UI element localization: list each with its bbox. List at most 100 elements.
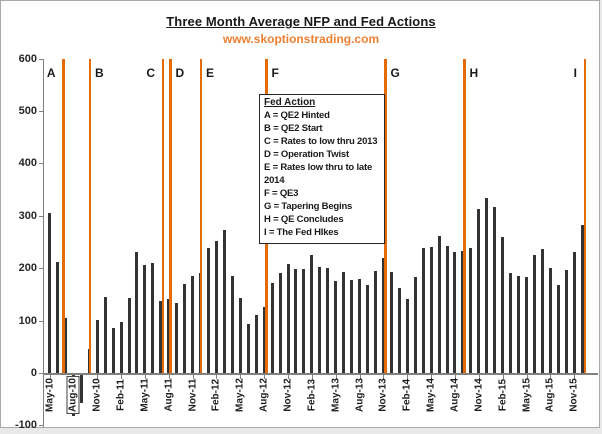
fed-action-legend: Fed Action A = QE2 Hinted B = QE2 Start C …: [259, 94, 385, 244]
y-axis-label: 300: [18, 209, 37, 222]
x-axis-tick: [407, 374, 409, 379]
x-axis-tick: [359, 374, 361, 379]
legend-item: I = The Fed HIkes: [264, 227, 339, 238]
y-axis-tick: [39, 425, 44, 427]
x-axis-tick: [97, 374, 99, 379]
fed-action-letter: G: [390, 66, 400, 80]
bar: [556, 284, 560, 373]
bar: [119, 322, 123, 373]
legend-item: E = Rates low thru to late 2014: [264, 162, 373, 186]
x-axis-tick: [574, 374, 576, 379]
chart-title: Three Month Average NFP and Fed Actions: [166, 14, 436, 29]
y-axis-tick: [39, 268, 44, 270]
x-axis-tick: [216, 374, 218, 379]
fed-action-letter: D: [175, 66, 185, 80]
bar: [485, 197, 489, 373]
x-axis-label: Nov-15: [568, 378, 580, 412]
fed-action-letter: B: [94, 66, 104, 80]
x-axis-label: Aug-13: [354, 378, 366, 412]
legend-header: Fed Action: [264, 97, 316, 108]
x-axis-label: Nov-12: [282, 378, 294, 412]
x-axis-tick: [383, 374, 385, 379]
bar: [421, 248, 425, 373]
bar: [469, 248, 473, 373]
fed-action-letter: A: [46, 66, 56, 80]
legend-item: H = QE Concludes: [264, 214, 344, 225]
bar: [246, 324, 250, 373]
x-axis-tick: [240, 374, 242, 379]
bar: [294, 269, 298, 373]
x-axis-label: Feb-11: [115, 379, 127, 411]
bar: [532, 254, 536, 373]
x-axis-label: Aug-15: [544, 378, 556, 412]
y-axis-tick: [39, 215, 44, 217]
bar: [572, 252, 576, 373]
fed-action-line: [169, 58, 172, 373]
fed-action-letter: I: [573, 66, 578, 80]
bar: [389, 271, 393, 373]
x-axis-line: [43, 373, 598, 375]
bar: [366, 285, 369, 373]
fed-action-line: [161, 58, 165, 373]
x-axis-tick: [121, 374, 123, 379]
x-axis-tick: [311, 374, 313, 379]
bar: [358, 279, 362, 373]
bar: [262, 307, 266, 373]
bar: [493, 207, 497, 373]
x-axis-label: Aug-11: [163, 378, 175, 412]
fed-action-line: [583, 58, 587, 373]
bar: [326, 267, 330, 373]
x-axis-tick: [264, 374, 266, 379]
bar: [127, 297, 131, 373]
x-axis-tick: [526, 374, 528, 379]
fed-action-line: [199, 58, 203, 373]
y-axis-tick: [39, 163, 44, 165]
legend-item: G = Tapering Begins: [264, 201, 353, 212]
bar: [302, 269, 306, 373]
y-axis-tick: [39, 58, 44, 60]
y-axis-tick: [39, 320, 44, 322]
bar: [501, 236, 505, 373]
bar: [525, 276, 528, 373]
x-axis-tick: [288, 374, 289, 379]
bar: [445, 246, 449, 373]
legend-item: D = Operation Twist: [264, 149, 349, 160]
y-axis-label: 500: [18, 104, 37, 117]
fed-action-letter: C: [146, 66, 156, 80]
bar: [334, 280, 338, 373]
bar: [540, 249, 544, 373]
x-axis-tick: [502, 374, 504, 379]
bar: [548, 268, 552, 373]
y-axis-label: 400: [18, 157, 37, 170]
bar: [214, 240, 218, 373]
x-axis-label: May-10: [44, 378, 55, 412]
bar: [310, 255, 314, 373]
legend-item: A = QE2 Hinted: [264, 110, 330, 121]
bar: [429, 246, 433, 373]
y-axis-label: 0: [30, 367, 37, 379]
bar: [381, 257, 385, 373]
bar: [373, 270, 377, 373]
x-axis-label: Feb-12: [210, 378, 222, 412]
x-axis-label: Nov-11: [187, 378, 199, 412]
x-axis-tick: [454, 374, 456, 379]
fed-action-letter: F: [271, 66, 279, 80]
x-axis-label: Nov-13: [377, 378, 389, 412]
bar: [270, 282, 274, 373]
y-axis-line: [43, 58, 45, 428]
bar: [48, 213, 51, 373]
bar: [151, 262, 155, 373]
bar: [453, 251, 457, 373]
bar: [183, 284, 187, 373]
y-axis-tick: [39, 373, 44, 374]
bar: [230, 276, 234, 373]
bar: [461, 250, 465, 373]
x-axis-label: May-13: [330, 378, 342, 412]
x-axis-label: Aug-12: [258, 378, 270, 412]
bar: [405, 298, 409, 373]
x-axis-tick: [49, 374, 51, 379]
x-axis-label: May-14: [425, 378, 437, 412]
bar: [413, 277, 417, 373]
x-axis-tick: [192, 374, 194, 379]
